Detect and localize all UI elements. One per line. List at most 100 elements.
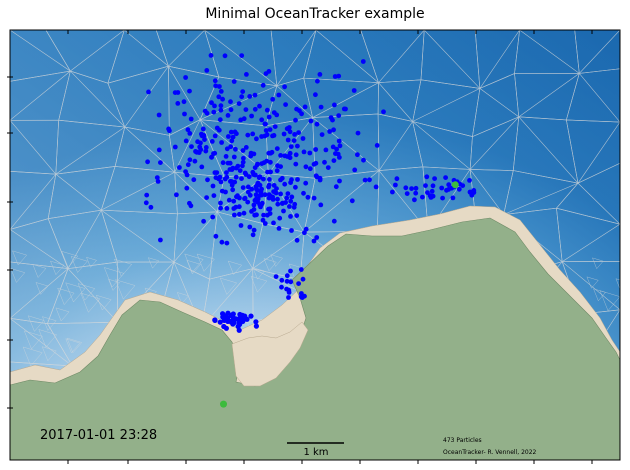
particle-point <box>231 198 237 204</box>
particle-point <box>287 129 293 135</box>
particle-point <box>239 176 244 182</box>
particle-point <box>260 217 266 223</box>
particle-point <box>248 313 254 319</box>
particle-point <box>255 162 260 168</box>
particle-point <box>315 78 320 84</box>
mesh-cell <box>114 258 133 277</box>
particle-point <box>241 155 246 161</box>
particle-point <box>282 181 288 187</box>
particle-point <box>228 129 234 135</box>
particle-point <box>300 136 306 141</box>
particle-point <box>210 183 216 189</box>
particle-point <box>166 126 172 132</box>
particle-point <box>240 89 246 94</box>
particle-point <box>295 143 300 149</box>
mesh-cell <box>227 260 243 275</box>
particle-point <box>258 202 264 207</box>
particle-point <box>183 138 189 144</box>
particle-point <box>158 160 163 166</box>
particle-point <box>330 117 335 123</box>
particle-point <box>313 92 318 98</box>
particle-point <box>231 154 237 160</box>
particle-point <box>262 192 268 198</box>
particle-point <box>204 195 210 201</box>
particle-point <box>286 125 292 130</box>
particle-point <box>181 99 187 105</box>
particle-point <box>367 177 372 183</box>
particle-point <box>242 196 247 202</box>
particle-point <box>224 170 229 176</box>
particle-point <box>188 116 194 122</box>
particle-point <box>424 174 430 180</box>
particle-point <box>209 139 215 144</box>
particle-point <box>313 147 319 152</box>
particle-point <box>355 130 361 136</box>
particle-point <box>263 128 269 133</box>
particle-point <box>390 189 395 195</box>
particle-point <box>216 127 222 133</box>
particle-point <box>240 185 246 191</box>
timestamp-label: 2017-01-01 23:28 <box>40 428 157 443</box>
particle-point <box>284 286 289 292</box>
particle-point <box>327 129 333 134</box>
particle-point <box>412 197 417 203</box>
particle-point <box>289 194 295 200</box>
particle-point <box>253 184 259 190</box>
particle-point <box>187 88 192 94</box>
particle-point <box>318 104 324 110</box>
particle-point <box>209 100 214 106</box>
particle-point <box>456 186 462 192</box>
particle-point <box>297 108 302 114</box>
particle-point <box>293 152 299 158</box>
particle-point <box>259 161 265 167</box>
mesh-cell <box>147 257 160 269</box>
particle-point <box>195 139 201 145</box>
particle-point <box>230 165 236 171</box>
particle-point <box>286 290 292 295</box>
mesh-cell <box>96 294 112 311</box>
particle-point <box>373 184 379 190</box>
mesh-cell <box>184 253 204 273</box>
particle-point <box>303 226 309 232</box>
particle-point <box>291 204 297 210</box>
particle-point <box>268 159 273 165</box>
particle-point <box>156 112 162 118</box>
particle-point <box>210 214 216 220</box>
particle-point <box>182 111 187 117</box>
release-point <box>220 400 227 408</box>
particle-point <box>257 193 263 198</box>
particle-point <box>198 147 204 153</box>
particle-point <box>293 184 298 190</box>
particle-point <box>204 110 210 116</box>
particle-point <box>185 127 191 133</box>
particle-point <box>336 73 342 79</box>
mesh-cell <box>593 288 606 302</box>
particle-point <box>281 208 286 214</box>
particle-point <box>293 161 299 167</box>
particle-point <box>249 209 254 214</box>
particle-point <box>278 164 283 170</box>
particle-point <box>253 323 259 329</box>
particle-point <box>144 192 150 198</box>
particle-point <box>307 150 313 156</box>
particle-point <box>319 132 325 138</box>
particle-point <box>230 311 236 317</box>
particle-point <box>241 210 247 216</box>
particle-point <box>143 200 149 206</box>
particle-point <box>235 323 241 330</box>
particle-point <box>283 102 288 107</box>
particle-point <box>221 317 227 323</box>
particle-point <box>311 238 317 244</box>
particle-point <box>222 53 228 59</box>
particle-point <box>288 268 293 274</box>
particle-point <box>337 178 342 184</box>
particle-point <box>228 107 234 113</box>
particle-point <box>211 193 217 199</box>
particle-point <box>281 131 287 137</box>
particle-point <box>220 96 226 102</box>
mesh-cell <box>61 251 79 268</box>
particle-point <box>253 319 259 325</box>
particle-point <box>446 182 452 188</box>
particle-point <box>212 133 218 139</box>
